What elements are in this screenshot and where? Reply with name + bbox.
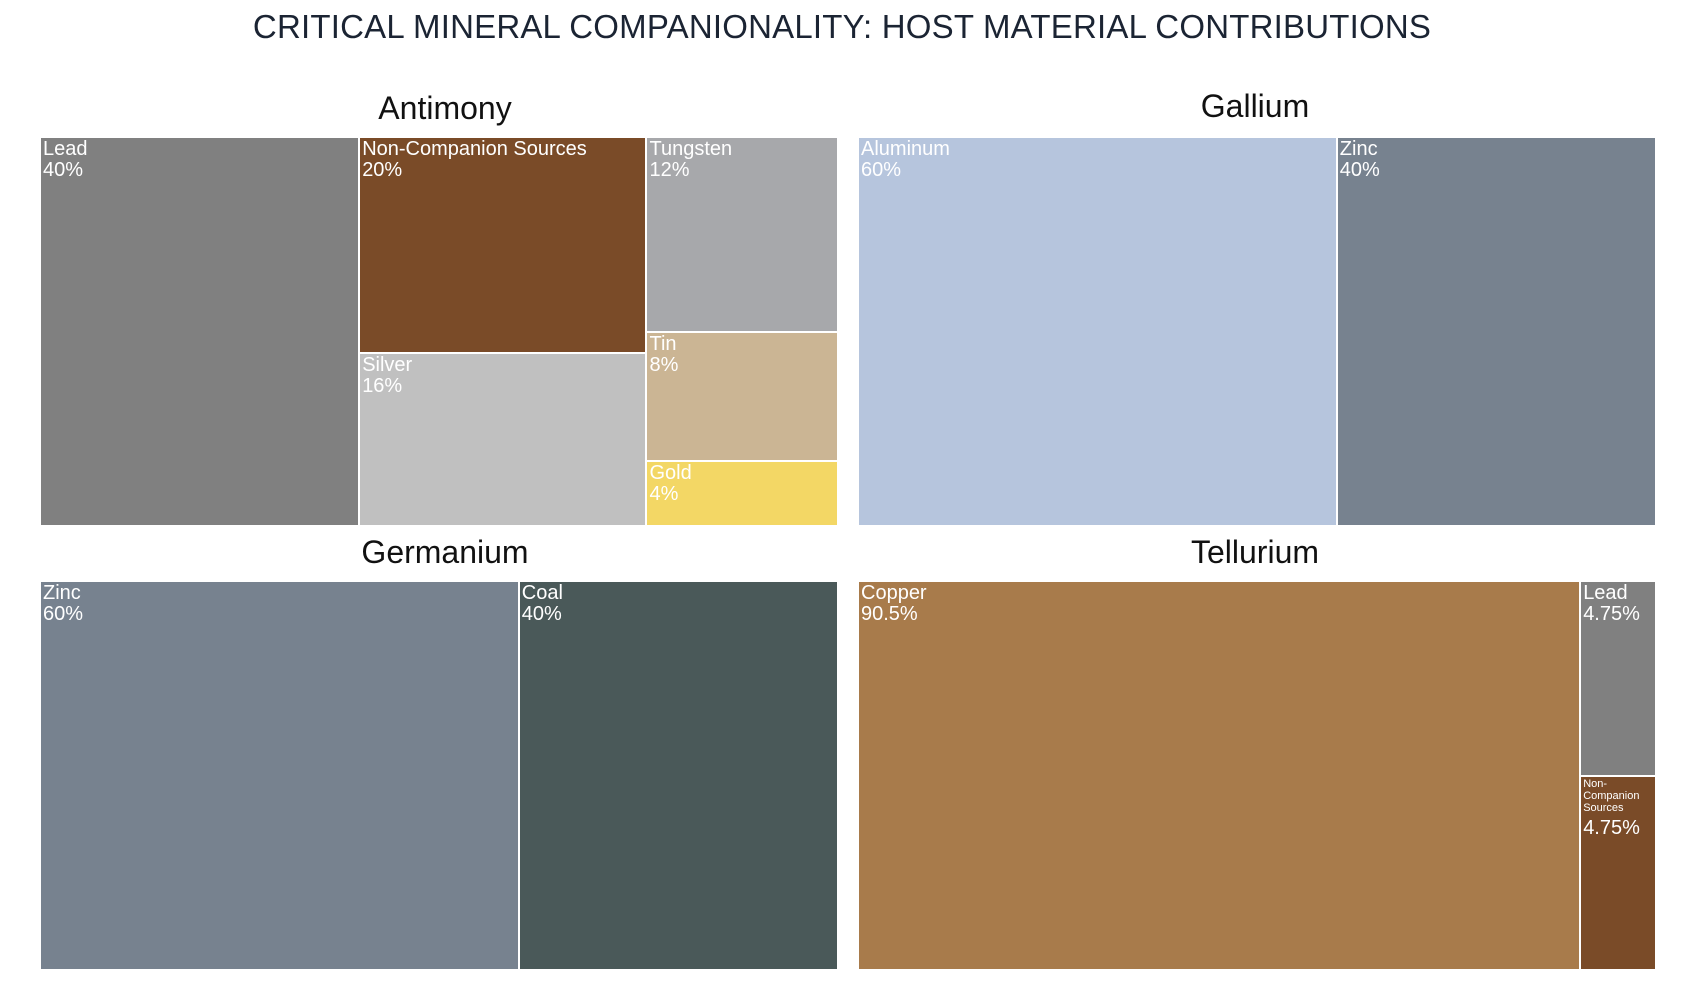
tile-value: 16% [362, 375, 403, 398]
treemap-tile-germanium-zinc: Zinc 60% [40, 581, 519, 970]
treemap-tile-antimony-tin: Tin 8% [646, 331, 838, 462]
tile-name: Zinc [43, 582, 81, 604]
tile-label: Copper 90.5% [861, 583, 927, 625]
tile-name: Non-Companion Sources [1583, 777, 1640, 814]
panel-title-gallium: Gallium [1200, 88, 1310, 124]
tile-value: 8% [649, 353, 679, 376]
tile-label: Zinc 40% [1340, 139, 1380, 181]
tile-label: Silver 16% [362, 355, 412, 397]
tile-value: 60% [43, 603, 84, 625]
tile-label: Tin 8% [649, 332, 679, 376]
tile-name: Gold [649, 462, 692, 485]
tile-label: Non-Companion Sources 20% [362, 139, 587, 181]
tile-label: Gold 4% [649, 463, 691, 505]
tile-name: Tungsten [649, 138, 733, 160]
tile-value: 4.75% [1583, 816, 1640, 839]
treemap-tile-antimony-tungsten: Tungsten 12% [646, 137, 838, 332]
treemap-tile-germanium-coal: Coal 40% [518, 581, 838, 970]
treemap-antimony: Lead 40% Non-Companion Sources 20% Silver 16%… [40, 137, 838, 526]
tile-name: Aluminum [861, 138, 950, 160]
treemap-tile-gallium-zinc: Zinc 40% [1336, 137, 1656, 526]
tile-name: Lead [43, 138, 88, 160]
treemap-tile-antimony-lead: Lead 40% [40, 137, 360, 526]
tile-label: Lead 40% [43, 139, 88, 181]
treemap-tile-antimony-non-companion-sources: Non-Companion Sources 20% [359, 137, 647, 354]
tile-value: 4% [649, 483, 679, 506]
tile-name: Non-Companion Sources [362, 138, 587, 160]
tile-label: Non-Companion Sources 4.75% [1583, 778, 1653, 839]
treemap-germanium: Zinc 60% Coal 40% [40, 581, 838, 970]
page-title: CRITICAL MINERAL COMPANIONALITY: HOST MA… [252, 8, 1432, 45]
tile-name: Silver [362, 354, 413, 377]
tile-value: 40% [521, 603, 562, 625]
tile-label: Aluminum 60% [861, 139, 950, 181]
tile-label: Coal 40% [522, 583, 563, 625]
panel-title-germanium: Germanium [361, 534, 529, 570]
tile-label: Tungsten 12% [649, 139, 732, 181]
tile-value: 20% [362, 159, 403, 181]
tile-name: Coal [521, 582, 563, 604]
panel-title-antimony: Antimony [378, 90, 512, 126]
treemap-tile-antimony-silver: Silver 16% [359, 353, 647, 526]
tile-value: 4.75% [1583, 603, 1640, 625]
treemap-tile-tellurium-lead: Lead 4.75% [1580, 581, 1656, 776]
tile-value: 60% [861, 159, 902, 181]
tile-name: Tin [649, 332, 677, 355]
tile-name: Zinc [1339, 138, 1378, 160]
tile-value: 40% [1339, 159, 1380, 181]
panel-title-tellurium: Tellurium [1190, 534, 1320, 570]
tile-label: Lead 4.75% [1583, 583, 1640, 625]
treemap-gallium: Aluminum 60% Zinc 40% [858, 137, 1656, 526]
tile-value: 90.5% [861, 603, 918, 625]
treemap-tellurium: Copper 90.5% Lead 4.75% Non-Companion Source… [858, 581, 1656, 970]
tile-name: Copper [861, 582, 927, 604]
treemap-tile-tellurium-copper: Copper 90.5% [858, 581, 1581, 970]
treemap-tile-tellurium-non-companion-sources: Non-Companion Sources 4.75% [1580, 775, 1656, 970]
treemap-tile-antimony-gold: Gold 4% [646, 461, 838, 526]
tile-value: 12% [649, 159, 690, 181]
tile-name: Lead [1583, 582, 1628, 604]
treemap-tile-gallium-aluminum: Aluminum 60% [858, 137, 1337, 526]
tile-label: Zinc 60% [43, 583, 83, 625]
tile-value: 40% [43, 159, 84, 181]
